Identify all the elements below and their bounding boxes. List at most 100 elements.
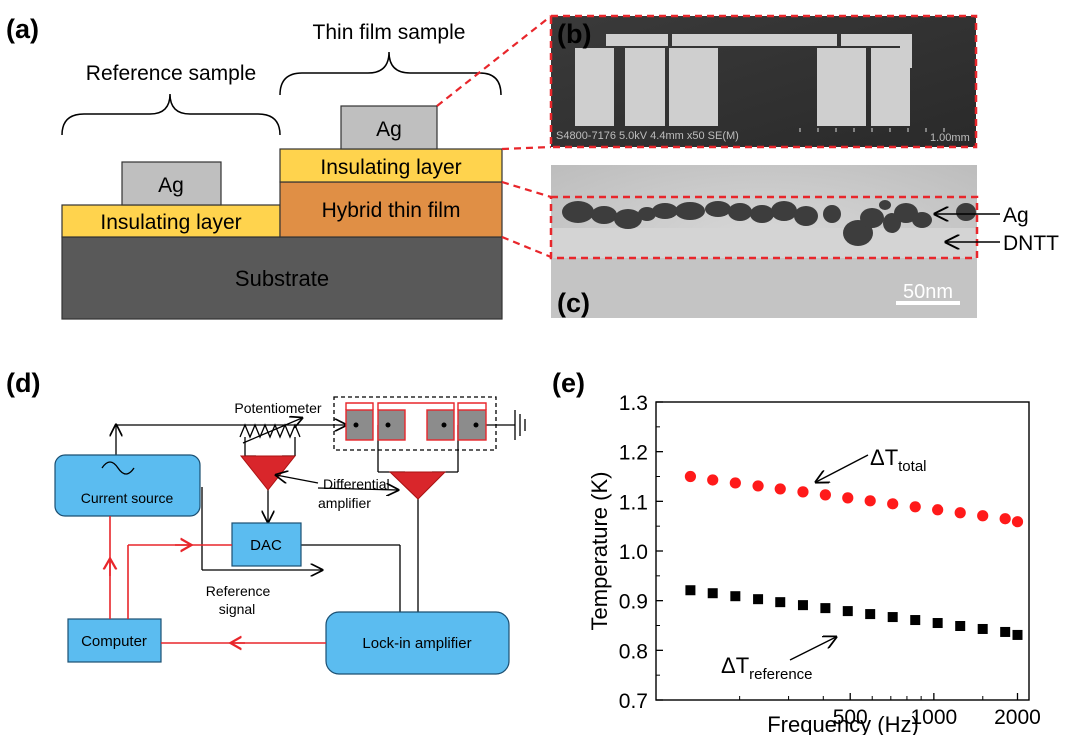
- current-source-label: Current source: [81, 490, 174, 506]
- total-annotation-arrow: [816, 454, 869, 482]
- dac-box: [231, 522, 302, 567]
- hybrid-thin-film-label: Hybrid thin film: [322, 199, 461, 222]
- hybrid-thin-film-layer: [279, 181, 503, 238]
- tem-dntt-region: [551, 228, 977, 258]
- differential-amplifier-1: [239, 455, 297, 491]
- film-insulating-layer: [279, 148, 503, 183]
- panel-e-chart: 0.7 0.8 0.9 1.0 1.1 1.2 1.3 500 1000 2000 Frequen…: [587, 392, 1041, 735]
- y-tick-label: 1.0: [619, 541, 648, 564]
- point-reference: [730, 591, 741, 602]
- zoom-lines: [436, 15, 552, 259]
- reference-insulating-label: Insulating layer: [100, 211, 241, 234]
- sample-red-connectors: [345, 402, 487, 410]
- substrate-layer: [61, 236, 503, 320]
- axis-ticks: 0.7 0.8 0.9 1.0 1.1 1.2 1.3 500 1000 2000: [619, 392, 1041, 729]
- point-reference: [820, 603, 831, 614]
- y-tick-label: 1.2: [619, 442, 648, 465]
- red-wiring: [110, 516, 326, 643]
- film-ag-label: Ag: [376, 118, 402, 141]
- differential-amplifier-2: [388, 471, 447, 500]
- point-reference: [842, 606, 853, 617]
- panel-b-sem-image: S4800-7176 5.0kV 4.4mm x50 SE(M) 1.00mm: [549, 14, 978, 149]
- panel-a-layer-stack: Substrate Insulating layer Ag Hybrid thi…: [61, 105, 503, 320]
- sem-scale-ticks: [799, 128, 945, 132]
- computer-box: [67, 618, 162, 663]
- ac-source-icon: [101, 461, 135, 475]
- point-total: [909, 501, 921, 513]
- reference-signal-label-2: signal: [219, 601, 256, 617]
- point-total: [932, 504, 944, 516]
- point-reference: [707, 588, 718, 599]
- point-reference: [955, 620, 966, 631]
- film-insulating-label: Insulating layer: [320, 156, 461, 179]
- panel-c-tem-image: 50nm: [549, 165, 979, 318]
- lockin-amplifier-label: Lock-in amplifier: [362, 635, 471, 652]
- plot-frame: [655, 401, 1030, 701]
- point-reference: [932, 618, 943, 629]
- total-annotation: ΔTtotal: [870, 445, 927, 475]
- x-tick-label: 1000: [910, 706, 957, 729]
- substrate-label: Substrate: [235, 266, 329, 291]
- x-tick-label: 500: [833, 706, 868, 729]
- y-tick-label: 0.9: [619, 591, 648, 614]
- point-total: [774, 483, 786, 495]
- point-total: [819, 489, 831, 501]
- point-reference: [887, 612, 898, 623]
- y-tick-label: 0.7: [619, 690, 648, 713]
- film-ag-block: [340, 105, 438, 150]
- sem-scale-label: 1.00mm: [930, 132, 970, 144]
- y-tick-label: 1.3: [619, 392, 648, 415]
- x-axis-label: Frequency (Hz): [767, 712, 919, 735]
- panel-label-a: (a): [6, 14, 39, 44]
- amp-arrow-1: [276, 475, 319, 484]
- sample-box: [333, 396, 497, 451]
- thin-film-sample-label: Thin film sample: [313, 21, 466, 44]
- total-annotation-main: ΔT: [870, 445, 898, 470]
- sample-electrodes: [345, 409, 487, 441]
- point-reference: [685, 585, 696, 596]
- reference-insulating-layer: [61, 204, 281, 238]
- point-total: [684, 470, 697, 483]
- tem-scale-label: 50nm: [903, 281, 953, 303]
- zoom-line-c-bottom: [501, 235, 552, 259]
- point-reference: [865, 609, 876, 620]
- current-source-box: [54, 454, 201, 517]
- point-total: [887, 498, 899, 510]
- reference-annotation-arrow: [789, 637, 836, 661]
- point-reference: [797, 600, 808, 611]
- potentiometer-label: Potentiometer: [234, 400, 321, 416]
- point-total: [752, 480, 764, 492]
- y-tick-label: 0.8: [619, 640, 648, 663]
- potentiometer-wiper: [242, 418, 302, 444]
- point-total: [729, 477, 741, 489]
- differential-label-2: amplifier: [318, 495, 371, 511]
- reference-annotation-sub: reference: [749, 666, 812, 683]
- panel-a-braces: [61, 51, 502, 136]
- point-total: [977, 510, 989, 522]
- point-reference: [910, 615, 921, 626]
- zoom-line-b-top: [436, 15, 552, 107]
- point-total: [864, 495, 876, 507]
- panel-label-d: (d): [6, 368, 40, 398]
- point-reference: [1000, 626, 1011, 637]
- zoom-line-b-bottom: [501, 145, 552, 151]
- point-reference: [753, 594, 764, 605]
- ag-callout-label: Ag: [1003, 204, 1029, 227]
- point-reference: [1012, 629, 1023, 640]
- x-tick-label: 2000: [994, 706, 1041, 729]
- zoom-line-c-top: [501, 180, 552, 199]
- point-total: [707, 474, 719, 486]
- reference-sample-brace: [61, 93, 281, 136]
- amp-arrow-2: [317, 488, 398, 490]
- reference-ag-block: [121, 161, 222, 206]
- computer-label: Computer: [81, 633, 147, 650]
- point-total: [999, 513, 1011, 525]
- tem-substrate-region: [551, 258, 977, 318]
- reference-sample-label: Reference sample: [86, 62, 256, 85]
- thin-film-sample-brace: [279, 51, 502, 96]
- panel-d-circuit: Potentiometer Differential amplifier Cur…: [54, 396, 526, 675]
- potentiometer-resistor: [239, 423, 301, 439]
- data-marks: [684, 470, 1024, 640]
- dac-label: DAC: [250, 537, 282, 554]
